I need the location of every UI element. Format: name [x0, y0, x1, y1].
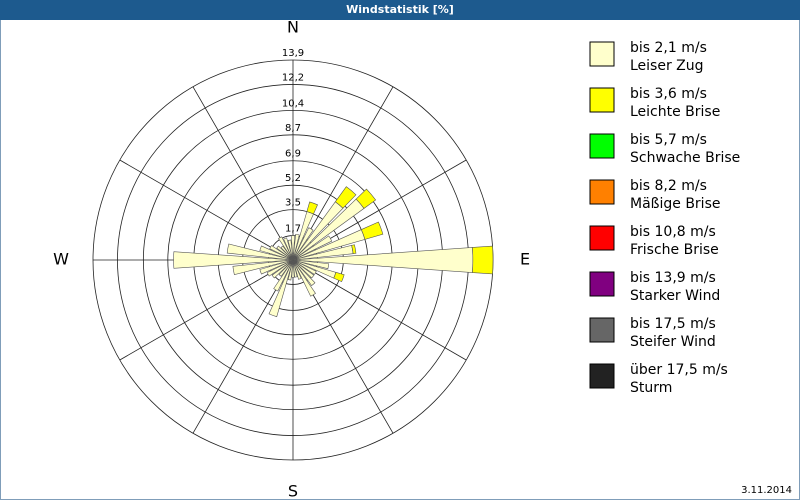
wind-sector	[268, 259, 294, 318]
legend-label: bis 17,5 m/s	[630, 316, 716, 332]
wind-sector	[273, 259, 294, 292]
wind-sector	[280, 245, 294, 261]
wind-sector	[290, 235, 296, 261]
legend-label: bis 5,7 m/s	[630, 132, 707, 148]
spoke	[292, 259, 467, 361]
wind-sector	[472, 245, 494, 275]
wind-sector	[292, 235, 333, 261]
legend-description: Frische Brise	[630, 242, 719, 258]
direction-label: S	[288, 482, 298, 500]
legend-swatch	[589, 179, 615, 205]
spoke	[119, 159, 294, 261]
wind-sector	[292, 259, 316, 297]
title-bar	[0, 0, 800, 20]
legend-label: bis 13,9 m/s	[630, 270, 716, 286]
wind-sector	[292, 259, 315, 279]
wind-sector	[292, 227, 314, 261]
legend-description: Leiser Zug	[630, 58, 704, 74]
r-tick-label: 1,7	[285, 224, 301, 235]
legend-description: Sturm	[630, 380, 672, 396]
wind-sector	[278, 236, 294, 261]
legend-label: bis 2,1 m/s	[630, 40, 707, 56]
r-tick-label: 12,2	[282, 72, 304, 83]
wind-sector	[278, 259, 294, 277]
r-tick-label: 5,2	[285, 173, 301, 184]
wind-sector	[292, 259, 330, 270]
wind-sector	[355, 188, 377, 209]
direction-label: W	[53, 250, 69, 269]
wind-sector	[232, 259, 294, 275]
legend-description: Leichte Brise	[630, 104, 720, 120]
legend-label: über 17,5 m/s	[630, 362, 728, 378]
wind-sector	[226, 243, 294, 261]
wind-sector	[173, 251, 294, 269]
chart-title: Windstatistik [%]	[346, 3, 454, 16]
wind-sector	[334, 186, 357, 209]
spoke	[192, 86, 294, 261]
direction-label: N	[287, 18, 299, 37]
legend-swatch	[589, 87, 615, 113]
r-tick-label: 8,7	[285, 123, 301, 134]
legend-swatch	[589, 363, 615, 389]
legend-swatch	[589, 41, 615, 67]
wind-sector	[259, 259, 294, 275]
legend-description: Schwache Brise	[630, 150, 740, 166]
r-tick-label: 3,5	[285, 198, 301, 209]
wind-sector	[292, 259, 298, 278]
legend-description: Steifer Wind	[630, 334, 716, 350]
legend-label: bis 3,6 m/s	[630, 86, 707, 102]
wind-sector	[287, 239, 294, 261]
legend-swatch	[589, 133, 615, 159]
direction-label: E	[520, 250, 530, 269]
legend-label: bis 10,8 m/s	[630, 224, 716, 240]
wind-sector	[259, 245, 294, 261]
legend-description: Mäßige Brise	[630, 196, 720, 212]
wind-sector	[276, 245, 294, 261]
wind-sector	[292, 259, 316, 287]
wind-sector	[333, 271, 345, 283]
wind-sector	[269, 245, 294, 261]
wind-sector	[291, 259, 295, 278]
wind-sector	[351, 244, 357, 255]
wind-sector	[283, 237, 294, 261]
wind-sector	[292, 259, 302, 280]
legend-description: Starker Wind	[630, 288, 720, 304]
r-tick-label: 10,4	[282, 98, 304, 109]
r-tick-label: 13,9	[282, 48, 304, 59]
wind-sector	[306, 201, 318, 215]
legend-swatch	[589, 271, 615, 297]
legend-label: bis 8,2 m/s	[630, 178, 707, 194]
wind-sector	[266, 259, 294, 277]
wind-sector	[271, 259, 294, 279]
legend-swatch	[589, 225, 615, 251]
legend-swatch	[589, 317, 615, 343]
footer-date: 3.11.2014	[741, 485, 792, 496]
wind-sector	[292, 259, 317, 275]
wind-sector	[360, 221, 384, 240]
r-tick-label: 6,9	[285, 149, 301, 160]
spoke	[119, 259, 294, 361]
